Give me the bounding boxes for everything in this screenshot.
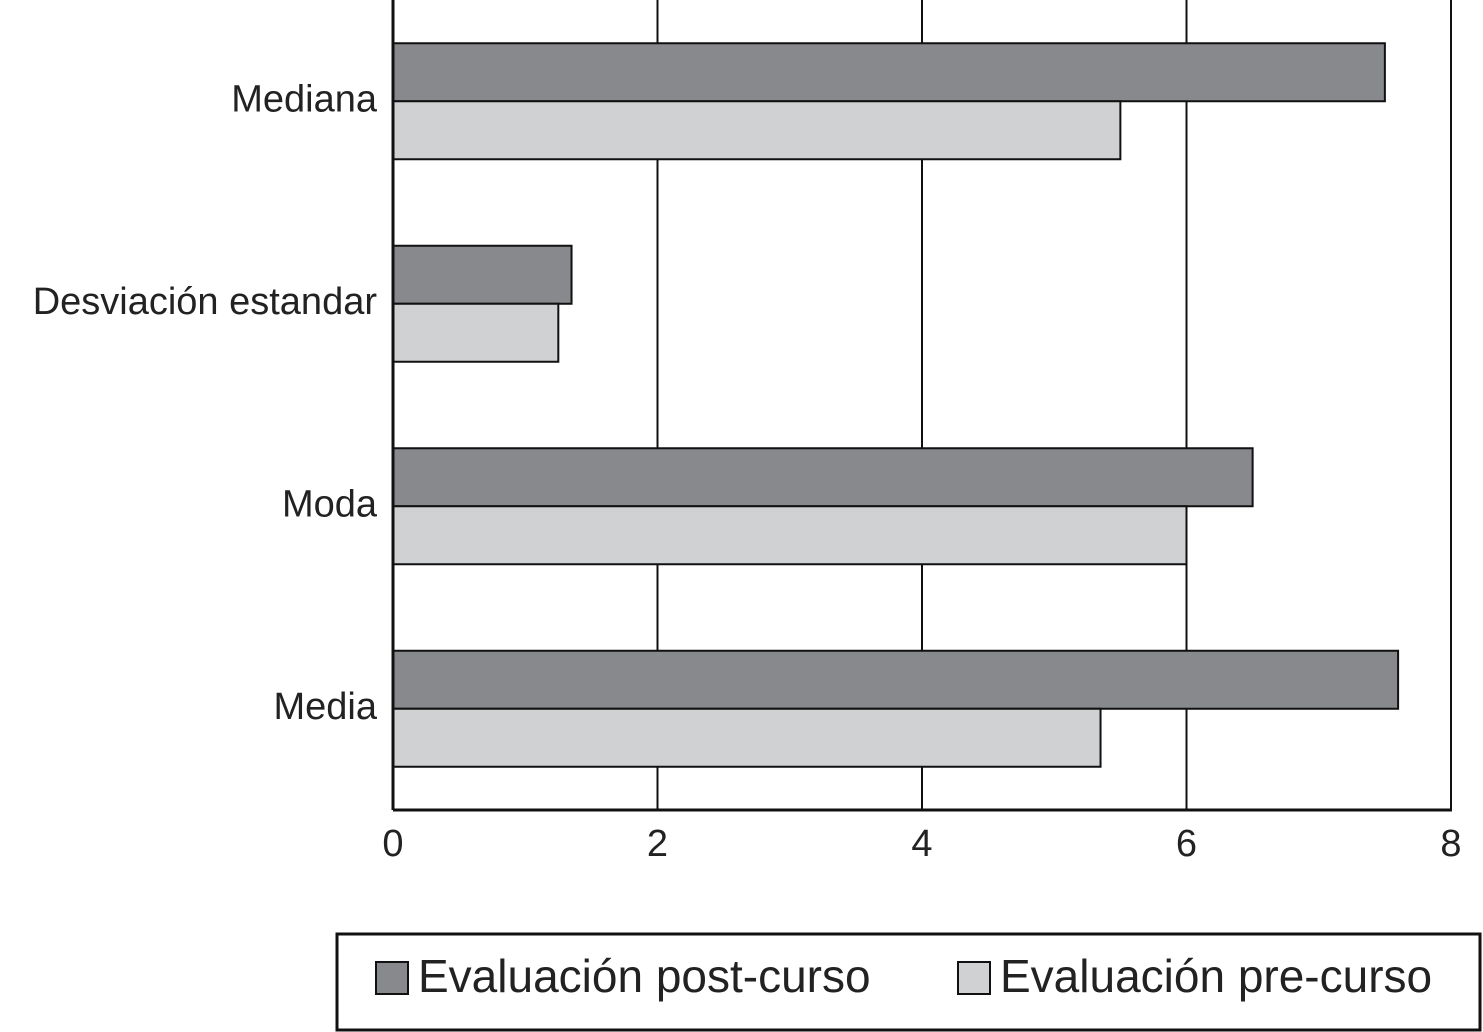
- bar: [392, 505, 1188, 566]
- bar: [392, 42, 1386, 103]
- x-tick-label: 8: [1440, 823, 1461, 865]
- bar: [392, 707, 1102, 768]
- bar: [392, 100, 1122, 161]
- bar: [392, 447, 1254, 508]
- legend-label: Evaluación post-curso: [418, 950, 871, 1002]
- y-tick-label: Media: [274, 686, 378, 728]
- bar: [392, 649, 1400, 710]
- legend-box: [335, 932, 1482, 1032]
- x-tick-label: 6: [1176, 823, 1197, 865]
- bar: [392, 244, 573, 305]
- x-tick-label: 4: [911, 823, 932, 865]
- y-tick-label: Moda: [282, 483, 378, 525]
- legend-swatch: [375, 961, 409, 995]
- x-tick-label: 2: [647, 823, 668, 865]
- legend-swatch: [957, 961, 991, 995]
- x-tick-label: 0: [382, 823, 403, 865]
- bar: [392, 302, 560, 363]
- legend-label: Evaluación pre-curso: [1000, 950, 1432, 1002]
- y-tick-label: Desviación estandar: [33, 281, 378, 323]
- y-tick-label: Mediana: [231, 78, 378, 120]
